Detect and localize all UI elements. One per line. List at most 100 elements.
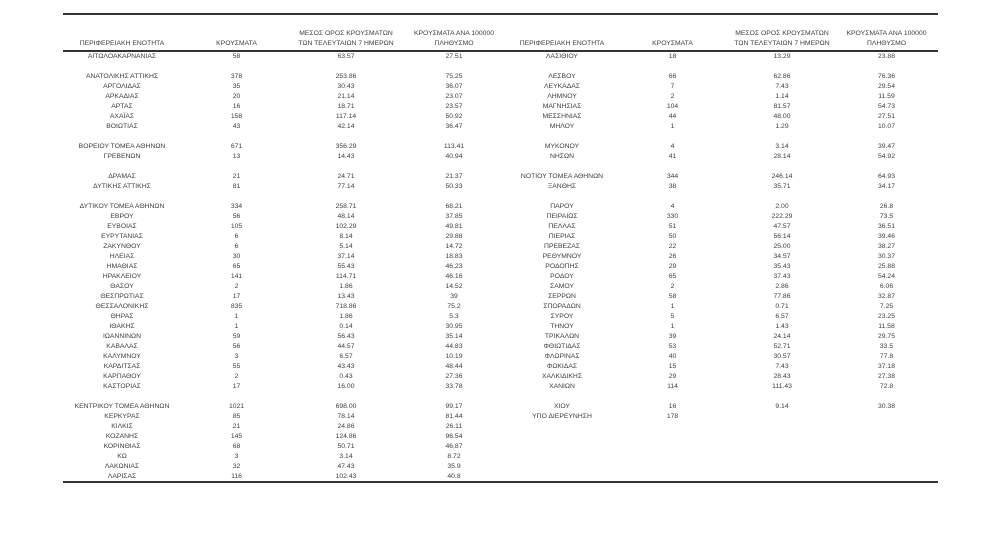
per100k-cell: 50.33 bbox=[445, 183, 463, 190]
cases-cell: 26 bbox=[668, 253, 677, 260]
cases-cell: 30 bbox=[232, 253, 241, 260]
cases-cell: 116 bbox=[231, 473, 242, 480]
avg7-cell: 102.29 bbox=[335, 223, 357, 230]
avg7-cell bbox=[729, 62, 835, 72]
region-cell: ΡΟΔΟΥ bbox=[550, 273, 574, 280]
region-cell: ΑΡΚΑΔΙΑΣ bbox=[105, 93, 139, 100]
per100k-cell: 34.17 bbox=[877, 183, 895, 190]
avg7-cell: 81.57 bbox=[773, 103, 791, 110]
per100k-cell: 113.41 bbox=[443, 143, 465, 150]
region-cell: ΠΑΡΟΥ bbox=[550, 203, 574, 210]
header-cases-left: ΚΡΟΥΣΜΑΤΑ bbox=[216, 39, 257, 47]
avg7-cell: 30.43 bbox=[337, 83, 355, 90]
cases-cell: 2 bbox=[234, 283, 239, 290]
cases-cell: 1 bbox=[670, 303, 675, 310]
avg7-cell: 47.57 bbox=[773, 223, 791, 230]
region-cell: ΠΕΛΛΑΣ bbox=[548, 223, 576, 230]
per100k-cell: 36.51 bbox=[877, 223, 895, 230]
per100k-cell: 46.16 bbox=[445, 273, 463, 280]
cases-cell: 1 bbox=[670, 323, 675, 330]
cases-cell: 344 bbox=[666, 173, 679, 180]
region-cell: ΚΑΣΤΟΡΙΑΣ bbox=[103, 383, 141, 390]
cases-cell: 56 bbox=[232, 343, 241, 350]
per100k-cell: 46.23 bbox=[445, 263, 463, 270]
region-cell: ΔΥΤΙΚΗΣ ΑΤΤΙΚΗΣ bbox=[93, 183, 151, 190]
table-header: ΠΕΡΙΦΕΡΕΙΑΚΗ ΕΝΟΤΗΤΑ ΚΡΟΥΣΜΑΤΑ ΜΕΣΟΣ ΟΡΟ… bbox=[63, 16, 938, 49]
per100k-cell: 32.87 bbox=[877, 293, 895, 300]
region-cell bbox=[63, 392, 181, 402]
cases-cell bbox=[616, 462, 729, 472]
avg7-cell: 6.57 bbox=[339, 353, 353, 360]
region-cell: ΕΥΡΥΤΑΝΙΑΣ bbox=[101, 233, 143, 240]
region-cell: ΜΕΣΣΗΝΙΑΣ bbox=[542, 113, 582, 120]
avg7-cell: 25.00 bbox=[773, 243, 791, 250]
cases-cell bbox=[616, 422, 729, 432]
per100k-cell: 35.14 bbox=[445, 333, 463, 340]
avg7-cell: 63.57 bbox=[337, 53, 355, 60]
avg7-cell: 6.57 bbox=[775, 313, 789, 320]
header-avg7-right: ΜΕΣΟΣ ΟΡΟΣ ΚΡΟΥΣΜΑΤΩΝ ΤΩΝ ΤΕΛΕΥΤΑΙΩΝ 7 Η… bbox=[734, 30, 830, 47]
cases-cell: 21 bbox=[232, 173, 241, 180]
bottom-rule bbox=[63, 481, 938, 483]
region-cell: ΑΡΤΑΣ bbox=[111, 103, 133, 110]
cases-cell: 141 bbox=[230, 273, 243, 280]
avg7-cell: 1.86 bbox=[339, 283, 353, 290]
cases-cell bbox=[616, 392, 729, 402]
cases-cell bbox=[616, 432, 729, 442]
cases-cell: 15 bbox=[668, 363, 677, 370]
avg7-cell: 35.43 bbox=[773, 263, 791, 270]
region-cell: ΔΡΑΜΑΣ bbox=[108, 173, 136, 180]
per100k-cell: 46.87 bbox=[445, 443, 463, 450]
avg7-cell: 5.14 bbox=[339, 243, 353, 250]
per100k-cell: 54.24 bbox=[877, 273, 895, 280]
avg7-cell: 52.71 bbox=[773, 343, 791, 350]
per100k-cell bbox=[835, 192, 938, 202]
avg7-cell: 1.43 bbox=[775, 323, 789, 330]
cases-cell: 378 bbox=[230, 73, 243, 80]
region-cell: ΖΑΚΥΝΘΟΥ bbox=[103, 243, 141, 250]
region-cell bbox=[508, 132, 616, 142]
avg7-cell: 13.29 bbox=[773, 53, 791, 60]
region-cell: ΜΗΛΟΥ bbox=[549, 123, 575, 130]
per100k-cell: 36.07 bbox=[445, 83, 463, 90]
avg7-cell: 56.14 bbox=[773, 233, 791, 240]
region-cell: ΝΟΤΙΟΥ ΤΟΜΕΑ ΑΘΗΝΩΝ bbox=[520, 173, 604, 180]
avg7-cell: 718.86 bbox=[335, 303, 357, 310]
cases-cell: 2 bbox=[670, 283, 675, 290]
region-cell: ΧΑΝΙΩΝ bbox=[549, 383, 575, 390]
per100k-cell: 75.25 bbox=[445, 73, 463, 80]
per100k-cell: 10.19 bbox=[445, 353, 463, 360]
region-cell: ΚΩ bbox=[117, 453, 127, 460]
avg7-cell: 102.43 bbox=[335, 473, 357, 480]
region-cell bbox=[508, 62, 616, 72]
avg7-cell: 35.71 bbox=[773, 183, 791, 190]
cases-cell: 6 bbox=[234, 233, 239, 240]
avg7-cell bbox=[729, 132, 835, 142]
cases-cell: 68 bbox=[232, 443, 241, 450]
header-cases-right: ΚΡΟΥΣΜΑΤΑ bbox=[652, 39, 693, 47]
cases-cell: 2 bbox=[234, 373, 239, 380]
cases-cell bbox=[181, 192, 292, 202]
avg7-cell: 1.86 bbox=[339, 313, 353, 320]
per100k-cell: 23.57 bbox=[445, 103, 463, 110]
avg7-cell: 55.43 bbox=[337, 263, 355, 270]
cases-cell: 65 bbox=[668, 273, 677, 280]
cases-cell: 1021 bbox=[228, 403, 245, 410]
avg7-cell: 28.14 bbox=[773, 153, 791, 160]
cases-cell: 16 bbox=[232, 103, 241, 110]
cases-cell: 1 bbox=[234, 323, 239, 330]
region-cell: ΧΑΛΚΙΔΙΚΗΣ bbox=[541, 373, 583, 380]
per100k-cell: 68.21 bbox=[445, 203, 463, 210]
avg7-cell: 48.14 bbox=[337, 213, 355, 220]
region-cell bbox=[508, 462, 616, 472]
avg7-cell: 13.43 bbox=[337, 293, 355, 300]
per100k-cell bbox=[400, 192, 508, 202]
header-region-right: ΠΕΡΙΦΕΡΕΙΑΚΗ ΕΝΟΤΗΤΑ bbox=[519, 39, 605, 47]
header-per100k-left: ΚΡΟΥΣΜΑΤΑ ΑΝΑ 100000 ΠΛΗΘΥΣΜΟ bbox=[413, 30, 495, 47]
region-cell: ΦΛΩΡΙΝΑΣ bbox=[544, 353, 580, 360]
per100k-cell bbox=[835, 62, 938, 72]
avg7-cell: 62.86 bbox=[773, 73, 791, 80]
region-cell: ΚΑΛΥΜΝΟΥ bbox=[103, 353, 141, 360]
avg7-cell: 222.29 bbox=[771, 213, 793, 220]
region-cell: ΑΝΑΤΟΛΙΚΗΣ ΑΤΤΙΚΗΣ bbox=[85, 73, 159, 80]
